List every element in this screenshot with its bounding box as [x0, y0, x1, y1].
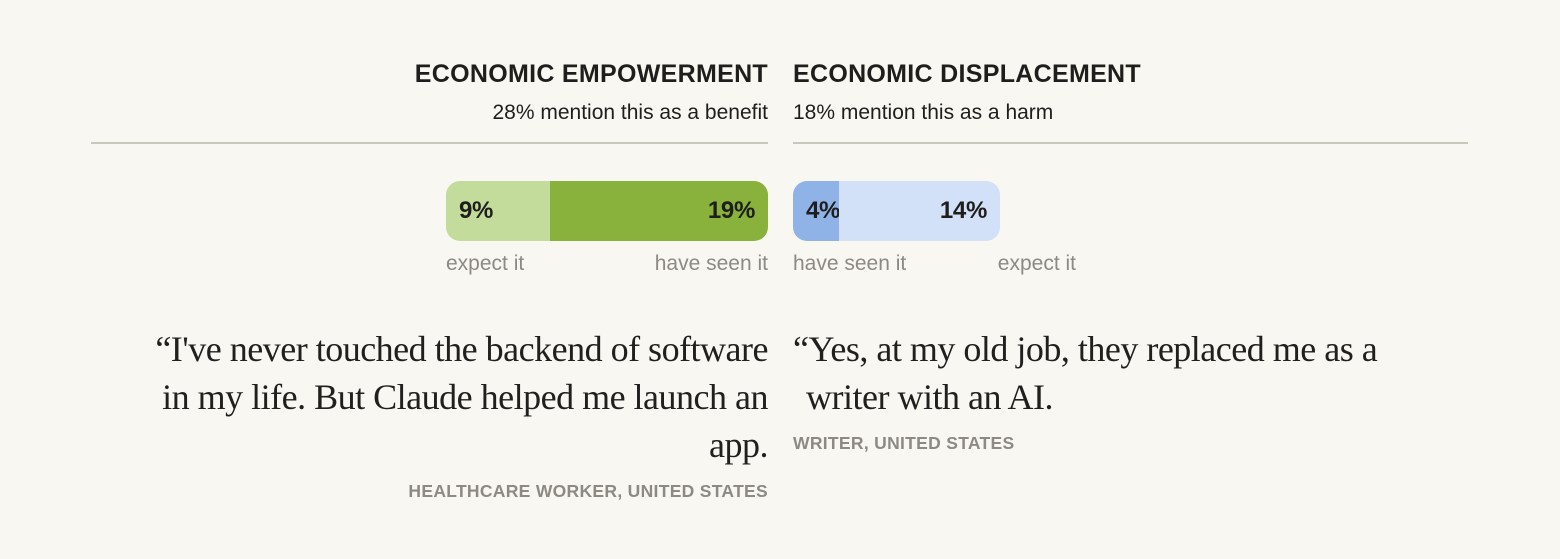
displacement-stacked-bar: 4% 14% [793, 181, 1000, 241]
worker-quote: “I've never touched the backend of softw… [91, 325, 768, 469]
panel-title: ECONOMIC EMPOWERMENT [414, 60, 768, 88]
empowerment-bar-row: 9% 19% expect it have seen it [91, 181, 768, 276]
segment-value: 14% [939, 197, 987, 224]
segment-value: 4% [806, 197, 841, 224]
segment-label-have-seen-it: have seen it [654, 252, 768, 275]
displacement-bar-row: 4% 14% have seen it expect it [793, 181, 1468, 276]
header-divider [793, 142, 1468, 144]
bar-segment-expect-it: 9% [446, 181, 550, 241]
segment-value: 9% [459, 197, 494, 224]
bar-axis-labels: expect it have seen it [446, 252, 768, 276]
panel-subtitle: 18% mention this as a harm [793, 101, 1054, 124]
bar-segment-expect-it: 14% [839, 181, 1000, 241]
quote-line: in my life. But Claude helped me launch … [162, 377, 768, 417]
economic-empowerment-panel: ECONOMIC EMPOWERMENT 28% mention this as… [91, 60, 769, 559]
bar-segment-have-seen-it: 19% [549, 181, 768, 241]
segment-label-expect-it: expect it [997, 252, 1076, 275]
segment-label-have-seen-it: have seen it [793, 252, 907, 275]
bar-axis-labels: have seen it expect it [793, 252, 1076, 276]
bar-segment-have-seen-it: 4% [793, 181, 841, 241]
quote-attribution: WRITER, UNITED STATES [793, 433, 1015, 453]
segment-value: 19% [707, 197, 755, 224]
quote-line: “I've never touched the backend of softw… [155, 329, 768, 369]
segment-label-expect-it: expect it [446, 252, 525, 275]
worker-quote: “Yes, at my old job, they replaced me as… [793, 325, 1468, 421]
panel-subtitle: 28% mention this as a benefit [492, 101, 768, 124]
quote-attribution: HEALTHCARE WORKER, UNITED STATES [408, 481, 768, 501]
quote-line: writer with an AI. [806, 377, 1053, 417]
panel-title: ECONOMIC DISPLACEMENT [793, 60, 1141, 88]
economic-displacement-panel: ECONOMIC DISPLACEMENT 18% mention this a… [793, 62, 1468, 559]
quote-line: “Yes, at my old job, they replaced me as… [793, 329, 1378, 369]
header-divider [91, 142, 768, 144]
quote-line: app. [709, 425, 768, 465]
empowerment-stacked-bar: 9% 19% [446, 181, 768, 241]
